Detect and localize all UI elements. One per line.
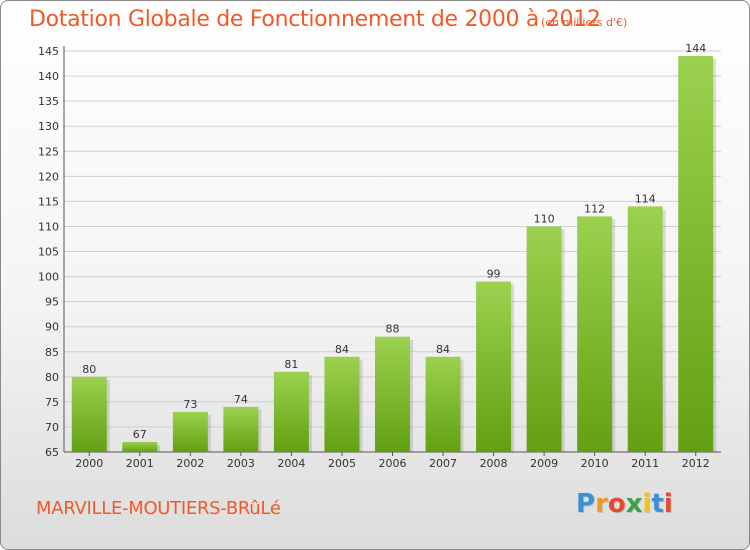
y-tick-label: 100	[38, 271, 59, 284]
bar	[375, 336, 410, 452]
y-tick-label: 140	[38, 70, 59, 83]
bar	[678, 56, 714, 452]
y-tick-label: 65	[45, 446, 59, 459]
x-tick-label: 2010	[581, 457, 609, 470]
logo-letter: i	[663, 489, 673, 519]
x-tick-label: 2000	[75, 457, 103, 470]
y-tick-label: 120	[38, 170, 59, 183]
y-tick-label: 80	[45, 371, 59, 384]
x-tick-label: 2008	[480, 457, 508, 470]
x-tick-label: 2004	[277, 457, 305, 470]
data-label: 110	[534, 212, 555, 225]
bar	[324, 356, 360, 452]
bar	[273, 371, 309, 452]
bar	[71, 376, 107, 452]
logo-letter: P	[576, 489, 596, 519]
bar	[476, 281, 512, 452]
proxiti-logo: Proxiti	[576, 489, 673, 519]
data-label: 144	[685, 42, 706, 55]
chart-unit: (en milliers d'€)	[541, 16, 628, 29]
y-tick-label: 110	[38, 220, 59, 233]
bar	[627, 206, 663, 452]
logo-letter: r	[595, 489, 608, 519]
x-tick-label: 2002	[176, 457, 204, 470]
commune-name: MARVILLE-MOUTIERS-BRûLé	[36, 498, 281, 519]
data-label: 74	[234, 393, 248, 406]
x-tick-label: 2003	[227, 457, 255, 470]
data-label: 84	[436, 343, 450, 356]
x-tick-label: 2009	[530, 457, 558, 470]
bar	[425, 356, 461, 452]
x-tick-label: 2001	[126, 457, 154, 470]
y-tick-label: 90	[45, 321, 59, 334]
x-tick-label: 2012	[682, 457, 710, 470]
y-tick-label: 95	[45, 296, 59, 309]
y-tick-label: 70	[45, 421, 59, 434]
data-label: 99	[487, 268, 501, 281]
data-label: 80	[82, 363, 96, 376]
x-tick-label: 2006	[379, 457, 407, 470]
y-tick-label: 85	[45, 346, 59, 359]
bar	[122, 441, 158, 452]
data-label: 112	[584, 202, 605, 215]
x-tick-label: 2011	[631, 457, 659, 470]
y-tick-label: 135	[38, 95, 59, 108]
logo-letter: t	[651, 489, 664, 519]
y-tick-label: 115	[38, 195, 59, 208]
logo-letter: x	[625, 489, 643, 519]
data-label: 84	[335, 343, 349, 356]
y-tick-label: 125	[38, 145, 59, 158]
bar	[526, 226, 562, 452]
data-label: 67	[133, 428, 147, 441]
data-label: 114	[635, 192, 656, 205]
logo-letter: i	[642, 489, 652, 519]
y-tick-label: 75	[45, 396, 59, 409]
bar	[577, 216, 613, 452]
y-tick-label: 105	[38, 246, 59, 259]
data-label: 88	[386, 323, 400, 336]
logo-letter: o	[607, 489, 626, 519]
data-label: 73	[183, 398, 197, 411]
chart-title: Dotation Globale de Fonctionnement de 20…	[29, 7, 601, 32]
bar	[172, 411, 208, 452]
y-tick-label: 145	[38, 45, 59, 58]
y-tick-label: 130	[38, 120, 59, 133]
data-label: 81	[284, 358, 298, 371]
bar	[223, 406, 259, 452]
x-tick-label: 2005	[328, 457, 356, 470]
x-tick-label: 2007	[429, 457, 457, 470]
